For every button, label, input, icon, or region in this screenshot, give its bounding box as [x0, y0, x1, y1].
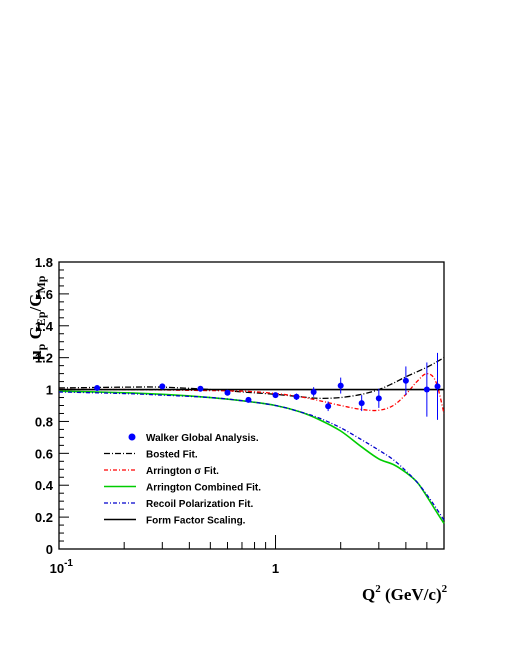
y-tick-label: 0.6 [35, 446, 53, 461]
legend-label: Arrington σ Fit. [146, 466, 219, 477]
legend-label: Recoil Polarization Fit. [146, 499, 253, 510]
y-tick-label: 0.2 [35, 510, 53, 525]
y-tick-label: 0.8 [35, 414, 53, 429]
data-point [375, 395, 382, 402]
series-line-arrington-fit [58, 372, 445, 414]
legend: Walker Global Analysis. Bosted Fit. Arring… [104, 433, 261, 527]
x-axis-title: Q2 (GeV/c)2 [362, 583, 448, 604]
legend-label: Form Factor Scaling. [146, 516, 246, 527]
y-tick-label: 0 [46, 542, 53, 557]
y-tick-label: 0.4 [35, 478, 54, 493]
series-lines [58, 357, 445, 524]
y-tick-label: 1.4 [35, 319, 54, 334]
data-point [197, 385, 204, 392]
data-point [337, 382, 344, 389]
y-tick-label: 1.2 [35, 351, 53, 366]
x-tick-label: 1 [272, 561, 279, 576]
legend-marker-points [128, 433, 136, 441]
y-axis-title: μp GEp/GMp [26, 275, 48, 360]
data-point [310, 388, 317, 395]
data-point [224, 389, 231, 396]
legend-label: Bosted Fit. [146, 450, 198, 461]
series-line-recoil-polarization-fit [58, 391, 445, 521]
data-point [434, 383, 441, 390]
data-point [272, 392, 279, 399]
y-axis: 0 0.2 0.4 0.6 0.8 1 1.2 1.4 1.6 1.8 [35, 255, 69, 557]
y-tick-label: 1 [46, 383, 53, 398]
y-tick-label: 1.6 [35, 287, 53, 302]
data-point [293, 393, 300, 400]
legend-label: Arrington Combined Fit. [146, 483, 261, 494]
legend-label: Walker Global Analysis. [146, 433, 259, 444]
data-point [245, 396, 252, 403]
data-point [423, 386, 430, 393]
data-point [325, 403, 332, 410]
data-points [94, 352, 441, 420]
data-point [159, 383, 166, 390]
data-point [94, 384, 101, 391]
series-line-bosted-fit [58, 357, 445, 400]
y-tick-label: 1.8 [35, 255, 53, 270]
data-point [402, 377, 409, 384]
data-point [358, 400, 365, 407]
